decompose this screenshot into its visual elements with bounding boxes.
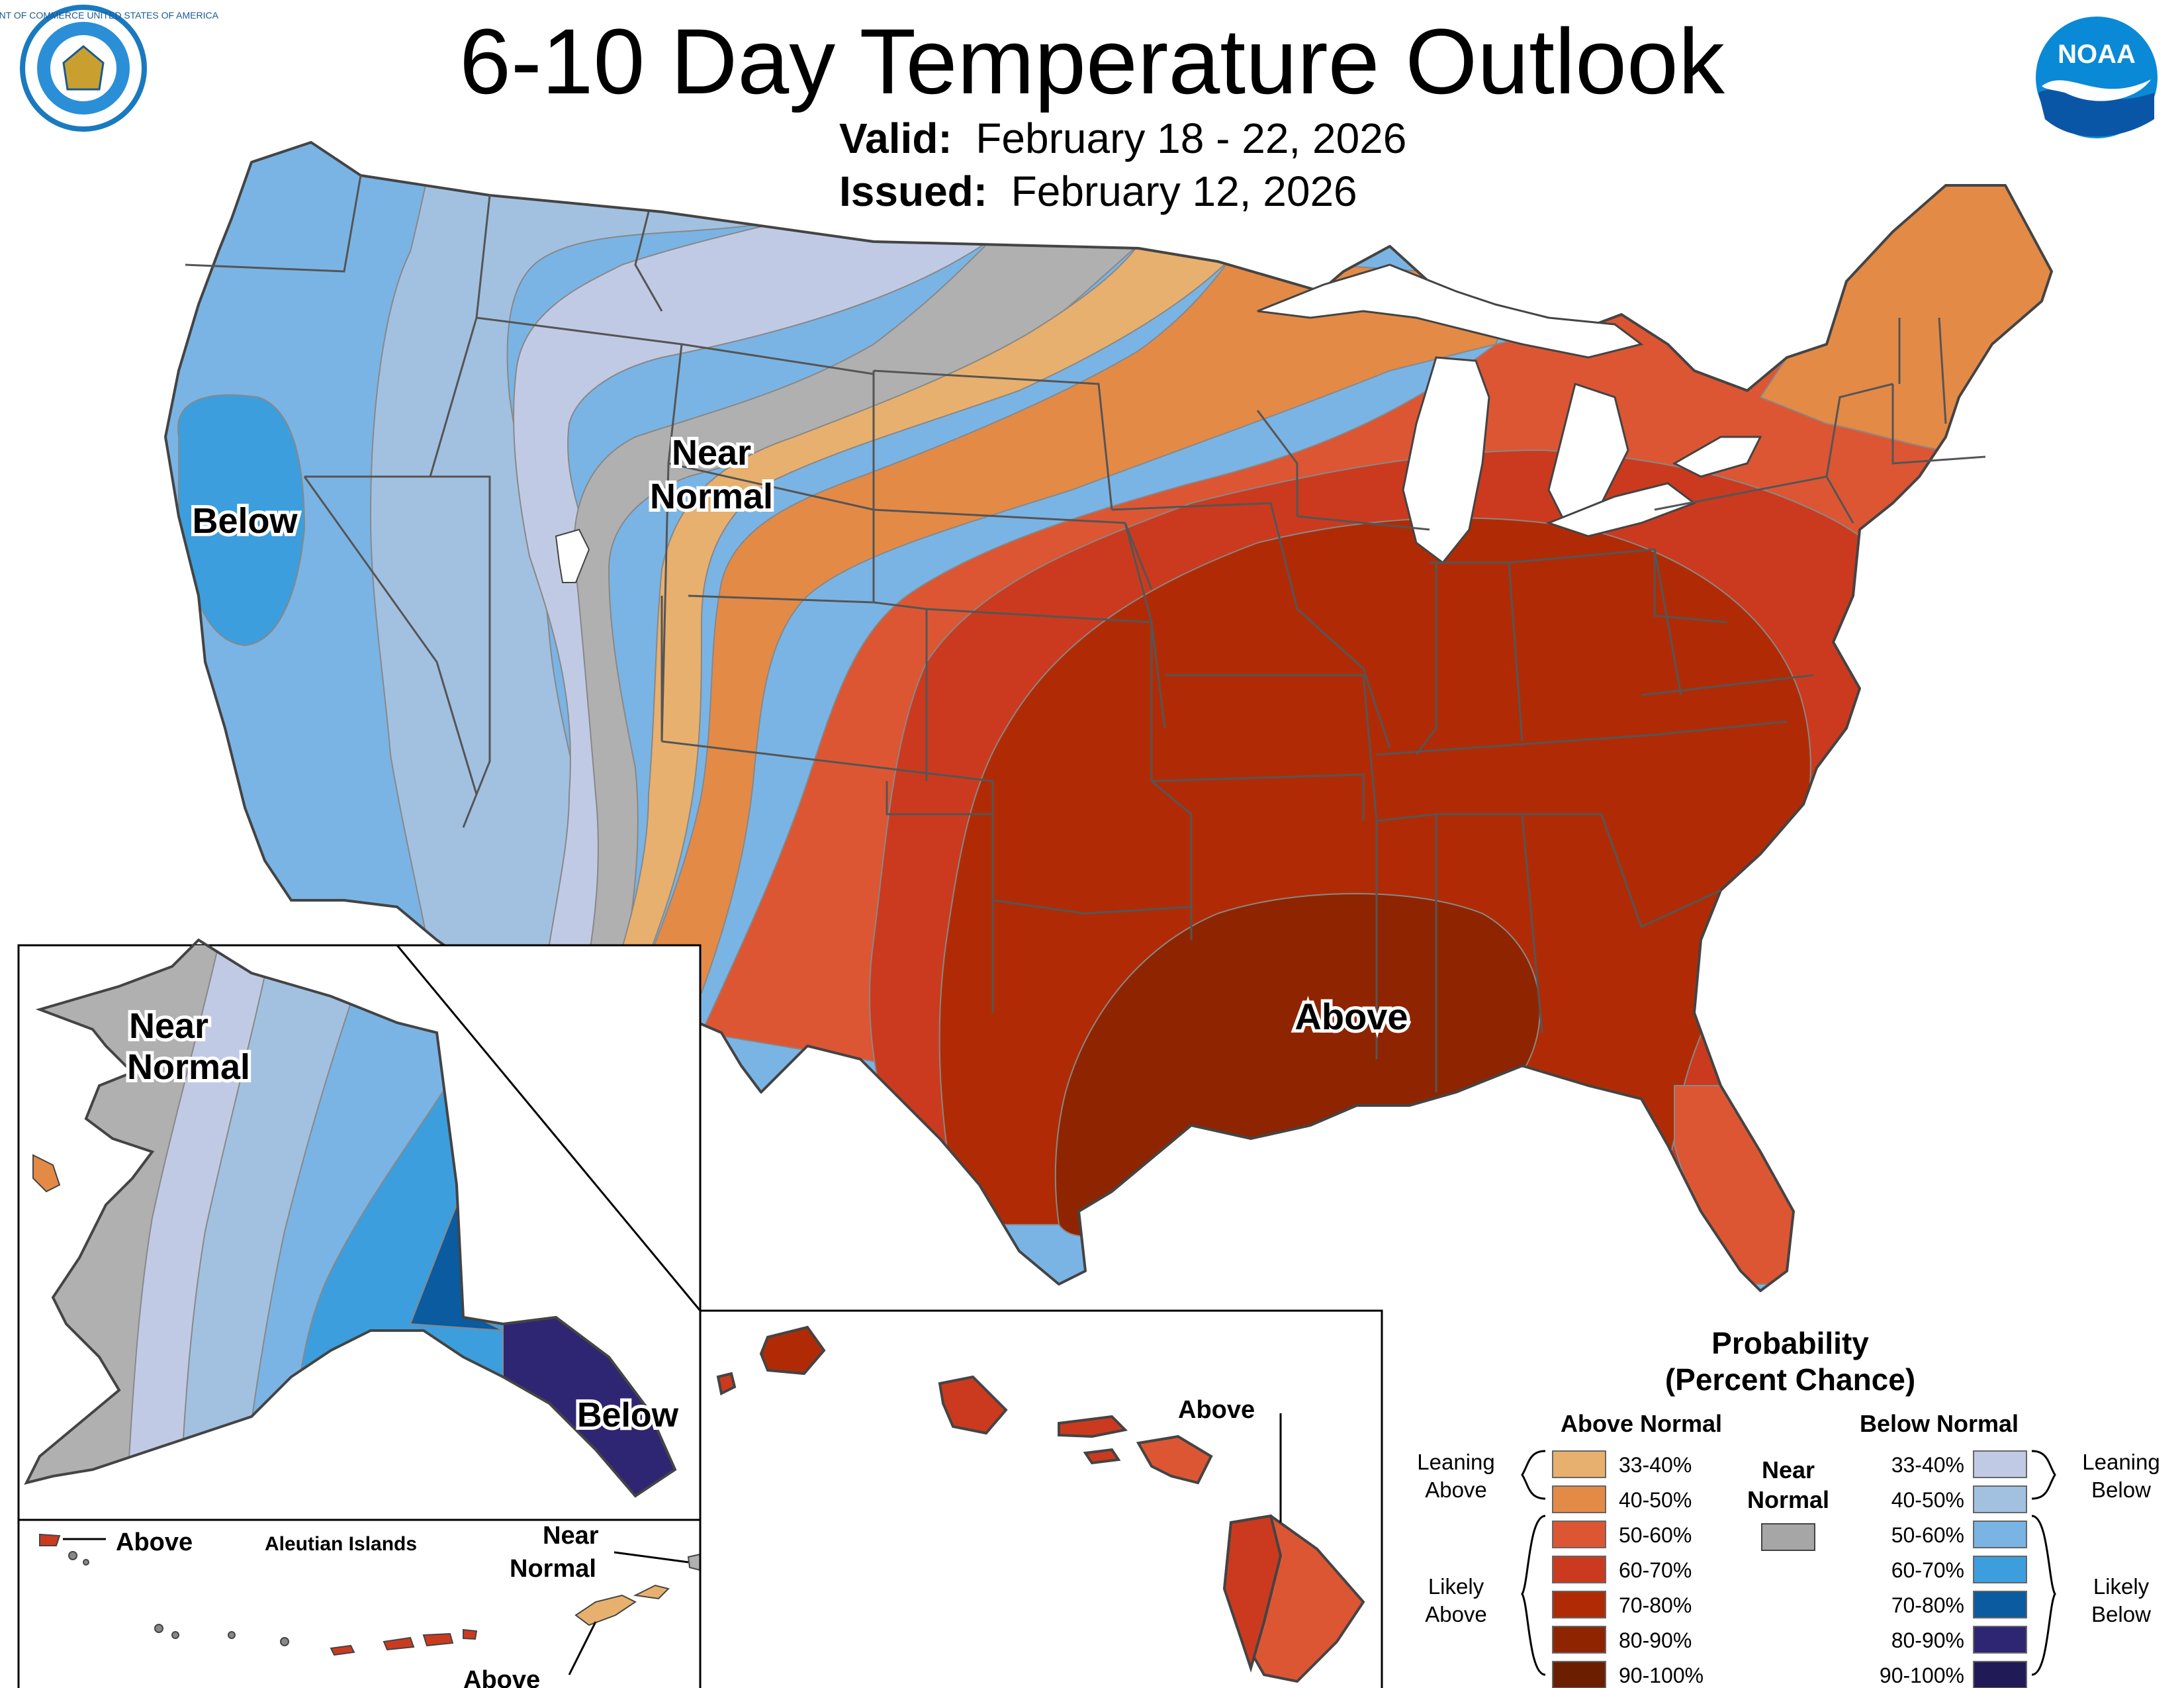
likely-below-label-1: Likely <box>2093 1574 2150 1599</box>
below-swatch-label-1: 33-40% <box>1891 1453 1964 1477</box>
below-normal-swatches: 33-40% 40-50% 50-60% 60-70% 70-80% 80-90% 90-1… <box>1880 1450 2027 1688</box>
noaa-logo-text: NOAA <box>2058 40 2136 69</box>
aleutian-above-label-1: Above <box>116 1528 193 1556</box>
above-swatch-1 <box>1552 1450 1606 1478</box>
leaning-above-label-2: Above <box>1425 1477 1487 1502</box>
below-swatch-2 <box>1973 1485 2027 1513</box>
conus-near-label-1: Near <box>672 433 751 473</box>
above-swatch-label-3: 50-60% <box>1619 1523 1692 1547</box>
above-swatch-7 <box>1552 1661 1606 1688</box>
likely-above-label-1: Likely <box>1428 1574 1484 1599</box>
above-swatch-label-4: 60-70% <box>1619 1558 1692 1582</box>
legend-title-1: Probability <box>1711 1326 1869 1360</box>
above-swatch-label-6: 80-90% <box>1619 1628 1692 1652</box>
issued-label: Issued: <box>839 167 988 215</box>
hawaii-above-label: Above <box>1178 1396 1255 1424</box>
likely-below-label-2: Below <box>2091 1602 2151 1626</box>
above-swatch-label-5: 70-80% <box>1619 1593 1692 1617</box>
valid-dates: February 18 - 22, 2026 <box>976 115 1407 162</box>
alaska-inset: Near Normal Below <box>17 938 702 1521</box>
above-swatch-label-7: 90-100% <box>1619 1664 1704 1687</box>
above-normal-swatches: 33-40% 40-50% 50-60% 60-70% 70-80% 80-90% 90-1… <box>1552 1450 1704 1688</box>
below-swatch-label-6: 80-90% <box>1891 1628 1964 1652</box>
near-normal-swatch <box>1761 1523 1815 1551</box>
legend: Probability (Percent Chance) Above Norma… <box>1417 1326 2160 1688</box>
above-swatch-label-2: 40-50% <box>1619 1488 1692 1512</box>
leaning-above-label-1: Leaning <box>1417 1450 1494 1474</box>
aleutian-inset: Above Aleutian Islands Near Normal <box>17 1519 702 1688</box>
legend-near-label-2: Normal <box>1747 1486 1829 1513</box>
below-swatch-label-2: 40-50% <box>1891 1488 1964 1512</box>
below-swatch-label-3: 50-60% <box>1891 1523 1964 1547</box>
above-swatch-5 <box>1552 1591 1606 1618</box>
issued-date: February 12, 2026 <box>1011 167 1357 215</box>
above-swatch-2 <box>1552 1485 1606 1513</box>
below-swatch-6 <box>1973 1626 2027 1654</box>
below-swatch-4 <box>1973 1556 2027 1583</box>
above-swatch-3 <box>1552 1521 1606 1548</box>
likely-above-label-2: Above <box>1425 1602 1487 1626</box>
commerce-seal-text: DEPARTMENT OF COMMERCE UNITED STATES OF … <box>0 10 219 21</box>
valid-line: Valid: February 18 - 22, 2026 <box>839 114 1406 163</box>
aleutian-title: Aleutian Islands <box>265 1533 417 1555</box>
noaa-logo: NOAA <box>2036 17 2158 138</box>
ak-near-label-1: Near <box>129 1006 208 1046</box>
below-normal-header: Below Normal <box>1860 1410 2019 1437</box>
ak-below-label: Below <box>577 1396 679 1434</box>
map-title: 6-10 Day Temperature Outlook <box>459 9 1725 113</box>
conus-near-label-2: Normal <box>650 477 773 516</box>
below-swatch-7 <box>1973 1661 2027 1688</box>
below-swatch-3 <box>1973 1521 2027 1548</box>
leaning-below-label-1: Leaning <box>2082 1450 2160 1474</box>
legend-near-label-1: Near <box>1762 1456 1815 1483</box>
above-normal-header: Above Normal <box>1561 1410 1722 1437</box>
hawaii-inset: Above <box>699 1309 1383 1688</box>
above-swatch-label-1: 33-40% <box>1619 1453 1692 1477</box>
commerce-seal: DEPARTMENT OF COMMERCE UNITED STATES OF … <box>0 5 219 132</box>
leaning-below-label-2: Below <box>2091 1477 2151 1502</box>
aleutian-near-label-2: Normal <box>510 1555 596 1583</box>
aleutian-near-label-1: Near <box>543 1522 599 1550</box>
aleutian-above-label-2: Above <box>463 1666 540 1688</box>
below-swatch-label-5: 70-80% <box>1891 1593 1964 1617</box>
above-swatch-4 <box>1552 1556 1606 1583</box>
legend-title-2: (Percent Chance) <box>1665 1362 1915 1397</box>
below-swatch-label-4: 60-70% <box>1891 1558 1964 1582</box>
issued-line: Issued: February 12, 2026 <box>839 167 1357 216</box>
valid-label: Valid: <box>839 115 952 162</box>
above-swatch-6 <box>1552 1626 1606 1654</box>
ak-near-label-2: Normal <box>127 1047 250 1087</box>
conus-above-label: Above <box>1295 996 1408 1037</box>
below-swatch-5 <box>1973 1591 2027 1618</box>
below-swatch-label-7: 90-100% <box>1880 1664 1964 1687</box>
below-swatch-1 <box>1973 1450 2027 1478</box>
conus-below-label: Below <box>192 501 298 541</box>
